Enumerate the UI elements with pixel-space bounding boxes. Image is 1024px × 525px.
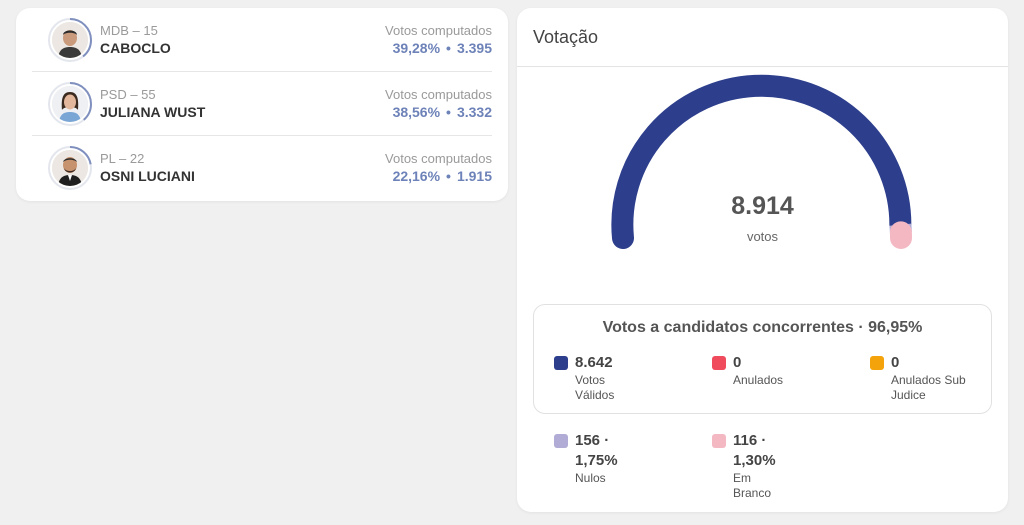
candidates-card: MDB – 15 CABOCLO Votos computados 39,28%… (16, 8, 508, 201)
person-photo-icon (52, 22, 88, 58)
candidate-party: MDB – 15 (100, 23, 171, 39)
stat-label: Nulos (575, 471, 606, 486)
stat-label: Votos Válidos (575, 373, 614, 403)
candidate-avatar (48, 18, 92, 62)
anulados-swatch (712, 356, 726, 370)
stat-label: Anulados (733, 373, 783, 388)
candidate-votes: 3.395 (457, 40, 492, 56)
candidate-name: OSNI LUCIANI (100, 167, 195, 185)
sub-judice-swatch (870, 356, 884, 370)
candidate-row[interactable]: PSD – 55 JULIANA WUST Votos computados 3… (32, 72, 492, 136)
candidate-avatar (48, 146, 92, 190)
person-photo-icon (52, 86, 88, 122)
votacao-header: Votação (517, 8, 1008, 67)
votacao-card: Votação 8.914 votos Votos a candidatos c… (517, 8, 1008, 512)
stat-label: Em Branco (733, 471, 771, 501)
candidate-percent: 22,16% (393, 168, 440, 184)
person-photo-icon (52, 150, 88, 186)
separator-dot: • (446, 104, 451, 120)
stat-value: 156 · 1,75% (575, 431, 635, 471)
candidate-percent: 38,56% (393, 104, 440, 120)
votes-label: Votos computados (385, 151, 492, 167)
candidate-name: JULIANA WUST (100, 103, 205, 121)
stat-value: 0 (733, 353, 741, 373)
candidate-votes: 3.332 (457, 104, 492, 120)
nulos-swatch (554, 434, 568, 448)
stat-value: 8.642 (575, 353, 613, 373)
candidate-row[interactable]: PL – 22 OSNI LUCIANI Votos computados 22… (32, 136, 492, 200)
summary-box: Votos a candidatos concorrentes · 96,95%… (533, 304, 992, 414)
stat-value: 0 (891, 353, 899, 373)
candidate-row[interactable]: MDB – 15 CABOCLO Votos computados 39,28%… (32, 8, 492, 72)
votacao-title: Votação (533, 27, 598, 48)
candidate-name: CABOCLO (100, 39, 171, 57)
votes-label: Votos computados (385, 87, 492, 103)
gauge-total: 8.914 (517, 192, 1008, 221)
branco-swatch (712, 434, 726, 448)
candidate-party: PL – 22 (100, 151, 195, 167)
candidate-percent: 39,28% (393, 40, 440, 56)
gauge-unit: votos (517, 229, 1008, 244)
candidate-party: PSD – 55 (100, 87, 205, 103)
separator-dot: • (446, 168, 451, 184)
stat-label: Anulados Sub Judice (891, 373, 981, 403)
candidate-avatar (48, 82, 92, 126)
votes-label: Votos computados (385, 23, 492, 39)
validos-swatch (554, 356, 568, 370)
candidate-votes: 1.915 (457, 168, 492, 184)
summary-title: Votos a candidatos concorrentes · 96,95% (534, 319, 991, 337)
separator-dot: • (446, 40, 451, 56)
stat-value: 116 · 1,30% (733, 431, 793, 471)
